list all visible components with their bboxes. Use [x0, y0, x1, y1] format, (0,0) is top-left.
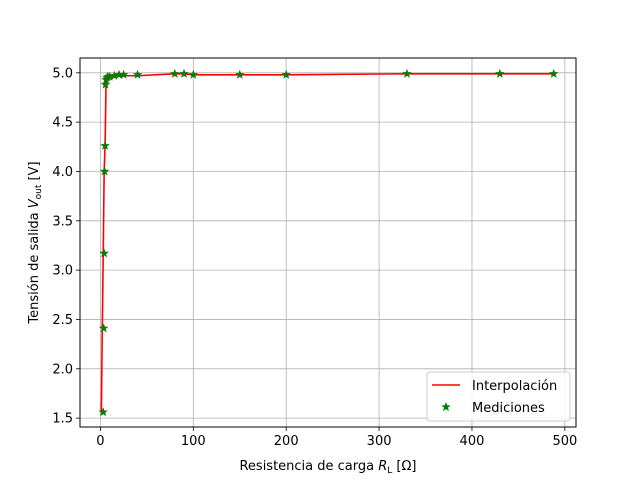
y-tick-label: 2.5: [52, 313, 73, 328]
x-tick-label: 500: [552, 434, 577, 449]
y-tick-label: 2.0: [52, 362, 73, 377]
measurement-point: [98, 407, 109, 417]
legend-label-mediciones: Mediciones: [472, 401, 545, 416]
grid: [80, 58, 576, 427]
measurement-point: [99, 166, 110, 176]
legend-star-marker: [441, 402, 451, 412]
measurement-point: [548, 68, 559, 78]
x-tick-label: 100: [181, 434, 206, 449]
axes-frame: [79, 57, 577, 428]
x-tick-label: 300: [367, 434, 392, 449]
x-tick-label: 200: [274, 434, 299, 449]
y-tick-label: 3.0: [52, 264, 73, 279]
ticks: 0 100 200 300 400 500 1.5 2.0 2.5 3.0 3.5 4.0 4.5 5.0: [52, 66, 577, 449]
legend-box: [426, 371, 571, 422]
x-tick-label: 0: [96, 434, 104, 449]
measurement-point: [100, 79, 111, 89]
measurement-point: [100, 140, 110, 150]
x-tick-label: 400: [460, 434, 485, 449]
measurement-point: [99, 248, 109, 258]
measurement-point: [132, 69, 143, 79]
y-tick-label: 1.5: [52, 412, 73, 427]
measurement-point: [495, 68, 505, 78]
y-axis-label: Tensión de salida Vout [V]: [27, 161, 44, 324]
x-axis-label: Resistencia de carga RL [Ω]: [239, 459, 416, 476]
measurement-point: [281, 69, 291, 79]
y-tick-label: 3.5: [52, 214, 73, 229]
y-tick-label: 4.0: [52, 165, 73, 180]
measurement-point: [234, 69, 245, 79]
measurement-point: [402, 68, 412, 78]
measurement-point: [118, 69, 129, 79]
measurement-point: [188, 69, 199, 79]
legend: Interpolación Mediciones: [426, 371, 571, 422]
plot-area: [98, 68, 559, 417]
measurement-point: [179, 68, 189, 78]
legend-label-interpolacion: Interpolación: [472, 379, 557, 394]
measurement-point: [169, 68, 180, 78]
y-tick-label: 5.0: [52, 66, 73, 81]
y-tick-label: 4.5: [52, 116, 73, 131]
measurement-point: [98, 323, 109, 333]
